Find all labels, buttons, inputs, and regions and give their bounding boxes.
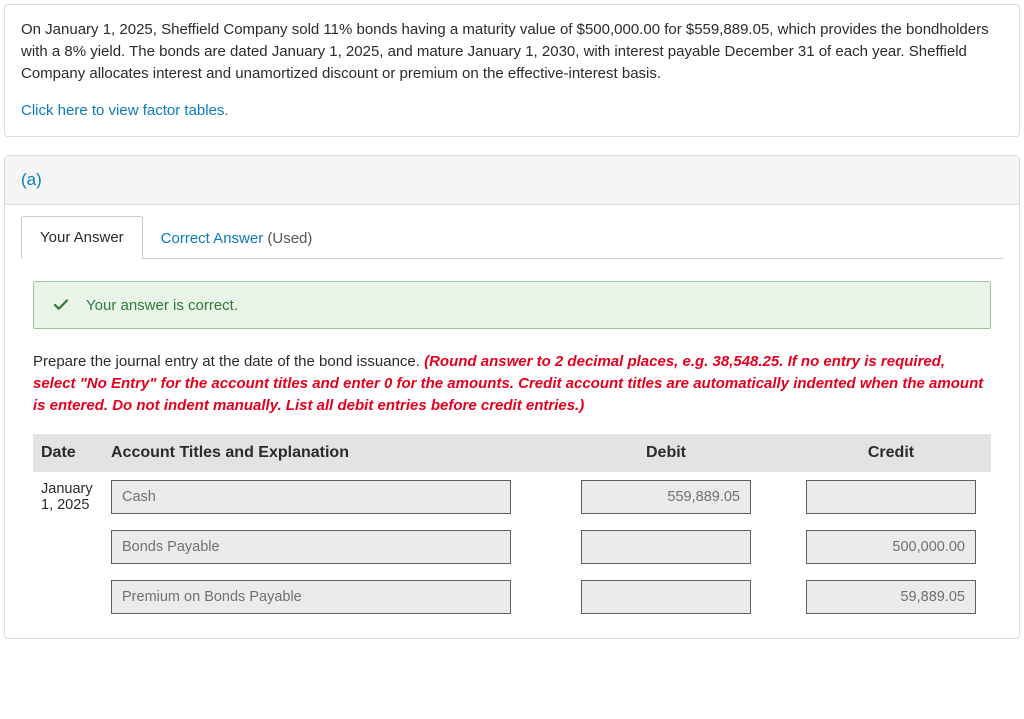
problem-card: On January 1, 2025, Sheffield Company so… xyxy=(4,4,1020,137)
account-input[interactable]: Cash xyxy=(111,480,511,514)
header-debit: Debit xyxy=(541,444,791,462)
account-input[interactable]: Premium on Bonds Payable xyxy=(111,580,511,614)
part-section: (a) Your Answer Correct Answer (Used) Yo… xyxy=(4,155,1020,639)
table-header-row: Date Account Titles and Explanation Debi… xyxy=(33,434,991,472)
tab-correct-suffix: (Used) xyxy=(263,230,312,247)
feedback-text: Your answer is correct. xyxy=(86,297,238,314)
credit-input[interactable] xyxy=(806,480,976,514)
debit-input[interactable] xyxy=(581,530,751,564)
tab-correct-answer[interactable]: Correct Answer (Used) xyxy=(143,218,331,259)
table-row: Premium on Bonds Payable 59,889.05 xyxy=(33,572,991,622)
debit-input[interactable]: 559,889.05 xyxy=(581,480,751,514)
factor-tables-link[interactable]: Click here to view factor tables. xyxy=(21,102,229,119)
tab-correct-label: Correct Answer xyxy=(161,230,264,247)
header-credit: Credit xyxy=(791,444,991,462)
credit-input[interactable]: 59,889.05 xyxy=(806,580,976,614)
tab-your-answer[interactable]: Your Answer xyxy=(21,216,143,259)
feedback-banner: Your answer is correct. xyxy=(33,281,991,329)
journal-entry-table: Date Account Titles and Explanation Debi… xyxy=(33,434,991,622)
part-label: (a) xyxy=(5,156,1019,205)
cell-date: January 1, 2025 xyxy=(33,481,111,513)
check-icon xyxy=(52,296,70,314)
table-row: Bonds Payable 500,000.00 xyxy=(33,522,991,572)
instructions: Prepare the journal entry at the date of… xyxy=(33,351,991,416)
answer-tabs: Your Answer Correct Answer (Used) xyxy=(21,215,1003,259)
table-row: January 1, 2025 Cash 559,889.05 xyxy=(33,472,991,522)
debit-input[interactable] xyxy=(581,580,751,614)
problem-text: On January 1, 2025, Sheffield Company so… xyxy=(21,19,1003,84)
tab-your-answer-label: Your Answer xyxy=(40,229,124,246)
header-date: Date xyxy=(33,444,111,462)
credit-input[interactable]: 500,000.00 xyxy=(806,530,976,564)
header-account: Account Titles and Explanation xyxy=(111,444,541,462)
instructions-lead: Prepare the journal entry at the date of… xyxy=(33,353,424,370)
account-input[interactable]: Bonds Payable xyxy=(111,530,511,564)
